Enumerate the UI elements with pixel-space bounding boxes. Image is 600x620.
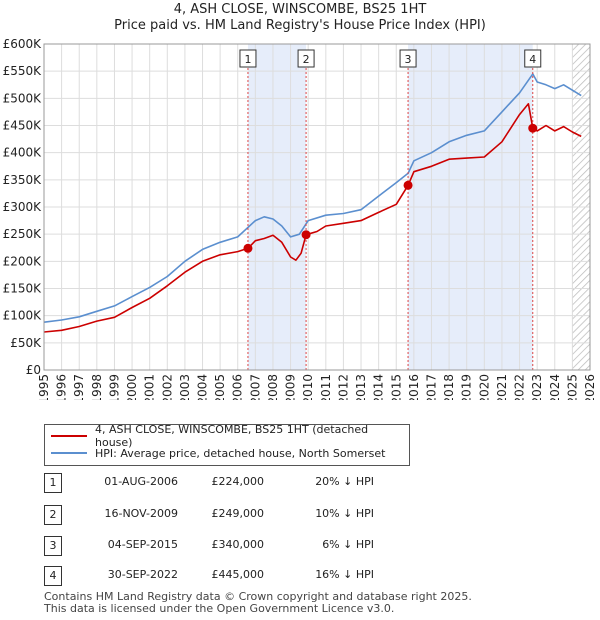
x-tick-label: 2012 (336, 374, 350, 400)
x-tick-label: 2018 (442, 374, 456, 400)
sale-marker-label: 2 (303, 53, 310, 66)
sale-date: 16-NOV-2009 (104, 507, 178, 520)
chart-subtitle: Price paid vs. HM Land Registry's House … (114, 18, 486, 33)
property-price-line (43, 103, 582, 333)
legend-item-hpi: HPI: Average price, detached house, Nort… (51, 445, 385, 461)
x-tick-label: 1999 (107, 374, 121, 400)
sale-marker-label: 4 (529, 53, 536, 66)
sale-marker-box (239, 49, 257, 68)
y-tick-label: £450K (3, 119, 43, 133)
sale-number-badge: 2 (44, 505, 62, 525)
sale-price: £249,000 (211, 507, 265, 520)
sale-price: £340,000 (211, 538, 265, 551)
sale-number-badge: 1 (44, 473, 62, 493)
x-tick-label: 2011 (319, 374, 333, 400)
footer-license: This data is licensed under the Open Gov… (44, 602, 395, 615)
y-tick-label: £600K (3, 37, 43, 51)
x-tick-label: 2000 (125, 374, 139, 400)
legend-label-property: 4, ASH CLOSE, WINSCOMBE, BS25 1HT (detac… (95, 423, 369, 449)
plot-frame (43, 43, 591, 371)
hpi-line (43, 73, 582, 323)
x-tick-label: 2005 (213, 374, 227, 400)
x-tick-label: 2026 (583, 374, 597, 400)
x-tick-label: 2017 (424, 374, 438, 400)
x-tick-label: 2024 (548, 374, 562, 400)
x-tick-label: 1996 (55, 374, 69, 400)
y-tick-label: £500K (3, 91, 43, 105)
price-chart: 1 2 3 4 £0 £50K £100K £150K £200K £250K £300K £350… (3, 37, 597, 400)
legend: 4, ASH CLOSE, WINSCOMBE, BS25 1HT (detac… (44, 423, 410, 466)
x-tick-label: 2002 (160, 374, 174, 400)
x-tick-label: 2001 (143, 374, 157, 400)
legend-swatch-property (51, 435, 87, 437)
x-tick-label: 2025 (565, 374, 579, 400)
sale-point (243, 243, 253, 253)
x-tick-label: 2015 (389, 374, 403, 400)
x-tick-label: 2014 (372, 374, 386, 400)
x-tick-label: 2008 (266, 374, 280, 400)
legend-item-property: 4, ASH CLOSE, WINSCOMBE, BS25 1HT (detac… (51, 423, 409, 449)
sale-date: 04-SEP-2015 (107, 538, 178, 551)
sale-marker-box (297, 49, 315, 68)
x-tick-label: 1997 (72, 374, 86, 400)
sale-date: 01-AUG-2006 (104, 475, 178, 488)
sale-date: 30-SEP-2022 (107, 568, 178, 581)
sale-price: £224,000 (211, 475, 265, 488)
x-tick-label: 2009 (284, 374, 298, 400)
sale-number-badge: 4 (44, 566, 62, 586)
y-tick-label: £100K (3, 309, 43, 323)
y-tick-label: £550K (3, 64, 43, 78)
sale-marker-label: 1 (244, 53, 251, 66)
sale-point (301, 230, 311, 240)
x-tick-label: 2006 (231, 374, 245, 400)
x-tick-label: 2022 (513, 374, 527, 400)
x-tick-label: 1995 (37, 374, 51, 400)
sale-hpi-relation: 16% ↓ HPI (315, 568, 374, 581)
x-tick-label: 2007 (248, 374, 262, 400)
legend-label-hpi: HPI: Average price, detached house, Nort… (95, 446, 386, 460)
legend-swatch-hpi (51, 452, 87, 454)
y-tick-label: £400K (3, 146, 43, 160)
y-tick-label: £150K (3, 282, 43, 296)
sale-hpi-relation: 6% ↓ HPI (322, 538, 374, 551)
y-tick-label: £350K (3, 173, 43, 187)
x-tick-label: 2019 (460, 374, 474, 400)
x-tick-label: 2016 (407, 374, 421, 400)
x-tick-label: 2013 (354, 374, 368, 400)
y-tick-label: £50K (10, 336, 42, 350)
sale-hpi-relation: 20% ↓ HPI (315, 475, 374, 488)
x-tick-label: 2003 (178, 374, 192, 400)
x-tick-label: 2010 (301, 374, 315, 400)
footer-copyright: Contains HM Land Registry data © Crown c… (44, 590, 472, 603)
x-tick-label: 2021 (495, 374, 509, 400)
sale-price: £445,000 (211, 568, 265, 581)
chart-title: 4, ASH CLOSE, WINSCOMBE, BS25 1HT (173, 2, 427, 17)
sale-number-badge: 3 (44, 536, 62, 556)
sale-hpi-relation: 10% ↓ HPI (315, 507, 374, 520)
x-tick-label: 1998 (90, 374, 104, 400)
x-tick-label: 2004 (196, 374, 210, 400)
y-tick-label: £300K (3, 200, 43, 214)
sale-marker-box (524, 49, 542, 68)
y-tick-label: £0 (26, 363, 41, 377)
y-tick-label: £200K (3, 254, 43, 268)
sale-marker-box (399, 49, 417, 68)
y-tick-label: £250K (3, 227, 43, 241)
x-tick-label: 2023 (530, 374, 544, 400)
sale-point (528, 123, 538, 133)
sale-marker-label: 3 (405, 53, 412, 66)
sale-point (403, 180, 413, 190)
x-tick-label: 2020 (477, 374, 491, 400)
